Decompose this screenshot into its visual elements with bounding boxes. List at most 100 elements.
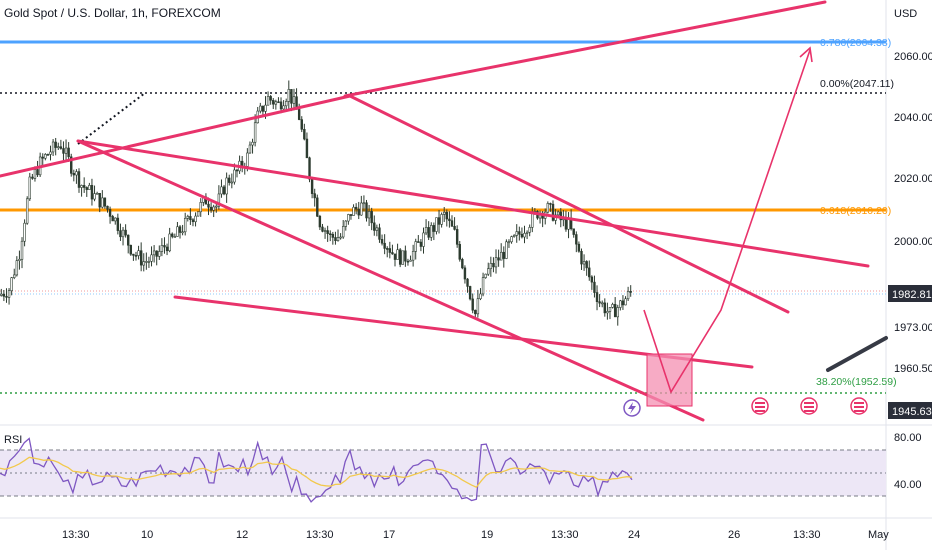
- candle-down[interactable]: [349, 214, 353, 216]
- candle-up[interactable]: [80, 185, 83, 188]
- candle-down[interactable]: [316, 197, 319, 217]
- trendline-mid[interactable]: [76, 139, 870, 268]
- candle-up[interactable]: [619, 300, 622, 308]
- candle-up[interactable]: [606, 311, 609, 314]
- candle-up[interactable]: [246, 152, 249, 167]
- candle-up[interactable]: [225, 177, 228, 195]
- candle-down[interactable]: [165, 246, 169, 252]
- candle-up[interactable]: [215, 205, 218, 208]
- candle-down[interactable]: [297, 109, 301, 120]
- candle-up[interactable]: [422, 232, 425, 247]
- candle-up[interactable]: [266, 96, 270, 106]
- candle-down[interactable]: [427, 227, 430, 238]
- us-flag-event-icon[interactable]: [800, 397, 818, 415]
- candle-down[interactable]: [450, 220, 454, 227]
- candle-up[interactable]: [360, 202, 363, 216]
- candle-up[interactable]: [494, 257, 498, 268]
- candle-down[interactable]: [77, 171, 81, 188]
- candle-down[interactable]: [41, 156, 44, 159]
- candle-up[interactable]: [287, 89, 291, 102]
- trendline-descending-lower[interactable]: [76, 139, 705, 422]
- candle-down[interactable]: [132, 253, 135, 256]
- candle-down[interactable]: [209, 206, 213, 211]
- candle-down[interactable]: [370, 211, 373, 224]
- target-zone-box[interactable]: [646, 353, 693, 407]
- candle-down[interactable]: [357, 208, 360, 216]
- candle-down[interactable]: [406, 260, 410, 263]
- candle-down[interactable]: [455, 229, 459, 245]
- candle-up[interactable]: [352, 206, 355, 216]
- candle-down[interactable]: [448, 218, 451, 222]
- candle-up[interactable]: [168, 233, 171, 252]
- candle-down[interactable]: [471, 298, 474, 311]
- candle-down[interactable]: [98, 192, 101, 208]
- candle-up[interactable]: [23, 222, 26, 242]
- candle-down[interactable]: [497, 257, 500, 261]
- candle-up[interactable]: [145, 261, 148, 263]
- candle-up[interactable]: [13, 274, 16, 278]
- candle-down[interactable]: [595, 292, 599, 302]
- candle-up[interactable]: [608, 307, 612, 312]
- candle-down[interactable]: [62, 148, 65, 154]
- candle-down[interactable]: [463, 267, 467, 280]
- candle-down[interactable]: [127, 234, 130, 246]
- candle-up[interactable]: [487, 268, 490, 275]
- candle-down[interactable]: [72, 173, 76, 176]
- candle-up[interactable]: [220, 186, 223, 195]
- candle-up[interactable]: [57, 146, 60, 149]
- candle-down[interactable]: [326, 230, 329, 234]
- candle-up[interactable]: [95, 192, 99, 195]
- candle-down[interactable]: [383, 242, 386, 249]
- candle-down[interactable]: [354, 206, 358, 210]
- candle-down[interactable]: [90, 185, 94, 200]
- candle-up[interactable]: [510, 236, 513, 243]
- candle-down[interactable]: [300, 119, 303, 130]
- candle-down[interactable]: [404, 250, 407, 262]
- candle-down[interactable]: [334, 237, 337, 241]
- candle-up[interactable]: [44, 154, 47, 159]
- candle-down[interactable]: [393, 253, 397, 260]
- candle-down[interactable]: [445, 211, 449, 220]
- candle-up[interactable]: [121, 229, 125, 238]
- candle-up[interactable]: [253, 122, 257, 143]
- candle-down[interactable]: [437, 217, 441, 225]
- candle-down[interactable]: [549, 203, 552, 205]
- candle-up[interactable]: [147, 261, 151, 263]
- candle-up[interactable]: [88, 185, 91, 190]
- candle-down[interactable]: [613, 304, 617, 318]
- candle-up[interactable]: [375, 227, 379, 231]
- candle-down[interactable]: [277, 101, 280, 104]
- candle-up[interactable]: [528, 227, 531, 233]
- candle-up[interactable]: [624, 298, 627, 306]
- candle-down[interactable]: [520, 233, 524, 238]
- candle-down[interactable]: [228, 177, 231, 183]
- candle-up[interactable]: [476, 298, 480, 315]
- candle-up[interactable]: [64, 147, 68, 154]
- candle-up[interactable]: [158, 251, 161, 257]
- candle-down[interactable]: [163, 245, 166, 248]
- projection-path[interactable]: [643, 49, 811, 394]
- candle-up[interactable]: [435, 217, 438, 232]
- candle-down[interactable]: [380, 239, 384, 244]
- candle-up[interactable]: [507, 241, 511, 244]
- candle-up[interactable]: [323, 230, 327, 232]
- candle-down[interactable]: [373, 222, 376, 231]
- candle-down[interactable]: [207, 203, 210, 208]
- candle-up[interactable]: [251, 141, 254, 146]
- candle-down[interactable]: [303, 129, 306, 140]
- us-flag-event-icon[interactable]: [850, 397, 868, 415]
- candle-down[interactable]: [308, 157, 311, 180]
- candle-down[interactable]: [272, 99, 275, 105]
- candle-up[interactable]: [10, 277, 13, 292]
- candle-down[interactable]: [365, 202, 368, 219]
- candle-up[interactable]: [489, 262, 493, 270]
- candle-up[interactable]: [347, 214, 350, 222]
- candle-down[interactable]: [106, 205, 109, 210]
- candle-up[interactable]: [531, 211, 534, 228]
- candle-down[interactable]: [593, 281, 596, 293]
- candle-down[interactable]: [318, 215, 322, 228]
- candle-up[interactable]: [28, 176, 31, 200]
- candle-up[interactable]: [546, 203, 550, 213]
- candle-down[interactable]: [572, 228, 575, 235]
- candle-down[interactable]: [235, 169, 239, 172]
